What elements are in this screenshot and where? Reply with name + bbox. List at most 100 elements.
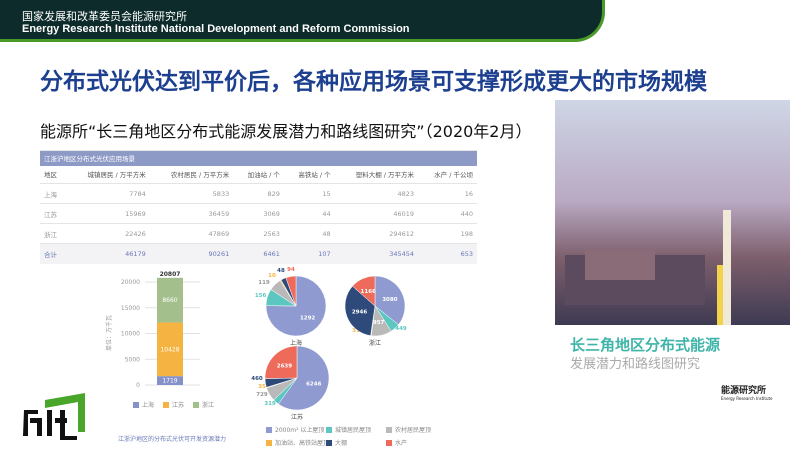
pie-title: 浙江 [369,339,381,347]
bar-data-label: 8660 [162,297,177,304]
pie-data-label: 957 [373,320,385,326]
pie-data-label: 1166 [361,289,376,295]
table-cell: 653 [418,243,477,264]
bar-total-label: 20807 [160,271,181,278]
slide-subtitle: 能源所“长三角地区分布式能源发展潜力和路线图研究”（2020年2月） [40,122,532,141]
org-name-en: Energy Research Institute National Devel… [22,23,410,35]
table-cell: 22426 [66,223,150,244]
pie-data-label: 6246 [306,381,321,387]
column-header: 加油站 / 个 [247,171,280,180]
table-cell: 浙江 [40,223,67,244]
table-cell: 47869 [149,223,234,244]
data-table: 江浙沪地区分布式光伏应用场景 地区 城镇居民 / 万平方米 农村居民 / 万平方米 加… [40,150,477,264]
bar-segment [157,277,183,323]
legend-item: 2000m² 以上屋顶 [266,425,324,434]
table-cell: 46179 [66,243,150,264]
pie-data-label: 94 [287,267,295,273]
pie-data-label: 319 [264,401,276,407]
table-cell: 3069 [233,203,284,224]
total-row: 合计 46179 90261 6461 107 345454 653 [40,243,477,264]
table-row: 浙江 22426 47869 2563 48 294612 198 [40,223,477,244]
table-cell: 4823 [334,183,419,204]
legend-item: 大棚 [326,438,347,447]
table-cell: 7784 [66,183,150,204]
table-cell: 440 [418,203,477,224]
pie-data-label: 460 [251,376,263,382]
table-cell: 36459 [149,203,234,224]
pie-data-label: 119 [258,280,270,286]
table-cell: 345454 [334,243,419,264]
column-header: 高铁站 / 个 [298,171,331,180]
table-cell: 合计 [40,243,67,264]
pie-data-label: 48 [277,268,285,274]
table-cell: 2563 [233,223,284,244]
pie-slice [344,285,376,336]
table-cell: 44 [283,203,335,224]
y-tick-label: 5000 [125,356,140,363]
pie-slice [285,275,297,307]
legend-item: 上海 [133,400,154,409]
table-cell: 6461 [233,243,284,264]
pie-data-label: 2639 [277,364,292,370]
legend-item: 江苏 [163,400,184,409]
pie-data-label: 10 [268,273,276,279]
table-cell: 48 [283,223,335,244]
pie-data-label: 1292 [300,316,315,322]
legend-item: 加油站、高铁站屋顶 [266,438,329,447]
table-header-row: 地区 城镇居民 / 万平方米 农村居民 / 万平方米 加油站 / 个 高铁站 / 个 塑料… [40,166,477,184]
column-header: 地区 [44,171,57,180]
org-name-cn: 国家发展和改革委员会能源研究所 [22,10,187,23]
pie-data-label: 3080 [382,297,397,303]
cover-title-line2: 发展潜力和路线图研究 [570,357,701,372]
table-cell: 107 [283,243,335,264]
pie-slice [264,345,298,379]
bar-segment [157,322,183,377]
eri-logo: 能源研究所 Energy Research Institute [721,386,773,401]
column-header: 农村居民 / 万平方米 [170,171,230,180]
table-cell: 5833 [149,183,234,204]
table-cell: 15969 [66,203,150,224]
bar-segment [157,376,183,385]
table-row: 江苏 15969 36459 3069 44 46019 440 [40,203,477,224]
pie-slice [278,345,330,411]
legend-item: 农村居民屋顶 [386,425,431,434]
column-header: 塑料大棚 / 万平方米 [355,171,415,180]
table-cell: 江苏 [40,203,67,224]
bar-data-label: 1719 [162,378,177,385]
column-header: 城镇居民 / 万平方米 [87,171,146,180]
slide-title: 分布式光伏达到平价后，各种应用场景可支撑形成更大的市场规模 [40,69,707,95]
bar-data-label: 10428 [160,346,179,353]
legend-item: 浙江 [193,400,214,409]
table-cell: 上海 [40,183,67,204]
pie-data-label: 449 [395,326,407,332]
table-cell: 294612 [334,223,419,244]
pie-data-label: 729 [256,392,268,398]
y-tick-label: 0 [136,382,140,389]
pie-slice [374,275,406,326]
table-cell: 46019 [334,203,419,224]
table-cell: 15 [283,183,335,204]
pie-slice [265,275,327,337]
y-axis-label: 单位：万千瓦 [105,315,113,351]
column-header: 水产 / 千公顷 [434,171,473,180]
y-tick-label: 15000 [121,305,140,312]
pie-title: 上海 [290,339,302,347]
header-banner: 国家发展和改革委员会能源研究所 Energy Research Institut… [0,0,605,42]
pie-data-label: 31 [352,328,360,334]
table-caption: 江浙沪地区分布式光伏应用场景 [40,150,477,166]
table-cell: 829 [233,183,284,204]
y-tick-label: 20000 [121,279,140,286]
table-row: 上海 7784 5833 829 15 4823 16 [40,183,477,204]
pie-data-label: 2946 [352,310,367,316]
table-cell: 198 [418,223,477,244]
y-tick-label: 10000 [121,331,140,338]
pie-data-label: 35 [258,384,266,390]
pie-data-label: 156 [255,293,267,299]
bar-chart-caption: 江浙沪地区的分布式光伏可开发资源潜力 [118,436,227,443]
table-cell: 90261 [149,243,234,264]
legend-item: 水产 [386,438,407,447]
pie-title: 江苏 [291,413,303,421]
cover-title-line1: 长三角地区分布式能源 [570,336,721,354]
table-cell: 16 [418,183,477,204]
